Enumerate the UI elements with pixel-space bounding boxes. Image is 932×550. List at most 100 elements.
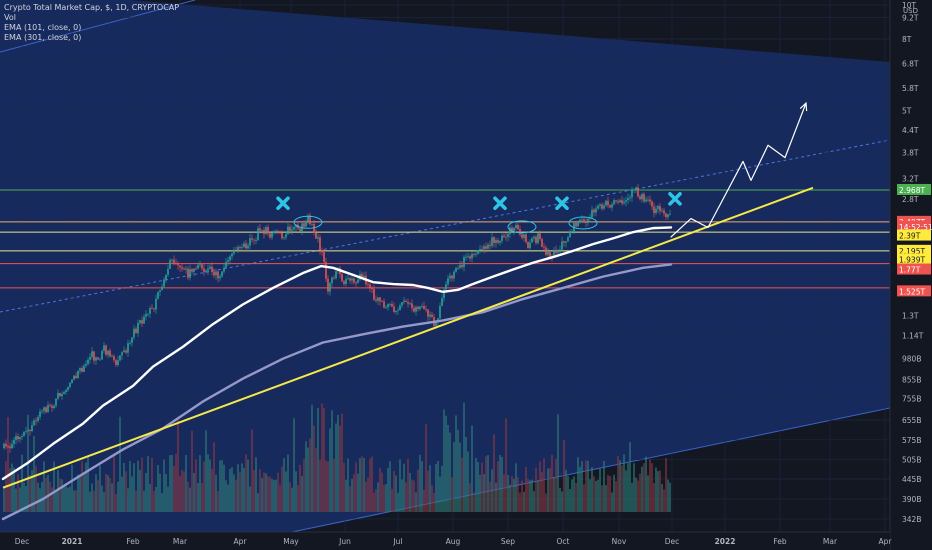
volume-bar	[269, 476, 271, 512]
volume-bar	[217, 491, 219, 512]
candle-body	[95, 357, 97, 361]
candle-body	[627, 198, 629, 201]
candle-body	[139, 320, 141, 323]
volume-bar	[293, 418, 295, 512]
horizontal-levels[interactable]	[0, 189, 890, 289]
candle-body	[161, 286, 163, 291]
price-badge[interactable]	[897, 285, 931, 297]
candle-body	[141, 320, 143, 324]
volume-bar	[185, 455, 187, 512]
marker-x-icon-2[interactable]	[555, 196, 569, 211]
volume-bar	[525, 466, 527, 512]
volume-bar	[471, 425, 473, 512]
y-tick-label: 8T	[902, 35, 912, 44]
volume-bar	[273, 480, 275, 512]
price-badge[interactable]	[897, 253, 931, 265]
candle-body	[221, 271, 223, 277]
marker-x-icon-0[interactable]	[276, 196, 290, 211]
symbol-title[interactable]: Crypto Total Market Cap, $, 1D, CRYPTOCA…	[4, 3, 180, 12]
candle-body	[569, 231, 571, 238]
candle-body	[319, 237, 321, 251]
candle-body	[169, 260, 171, 269]
candle-body	[37, 417, 39, 421]
candle-body	[101, 350, 103, 360]
candle-body	[173, 259, 175, 264]
candle-body	[623, 201, 625, 204]
marker-x-icon-1[interactable]	[493, 196, 507, 211]
volume-bar	[225, 480, 227, 512]
volume-bar	[105, 474, 107, 512]
y-tick-label: 2.8T	[902, 195, 919, 204]
volume-bar	[341, 413, 343, 512]
volume-bar	[409, 472, 411, 512]
volume-bar	[385, 484, 387, 512]
candle-body	[497, 240, 499, 243]
volume-bar	[221, 460, 223, 512]
price-badge[interactable]	[897, 220, 931, 232]
candle-body	[9, 446, 11, 449]
volume-bar	[199, 455, 201, 512]
volume-bar	[543, 458, 545, 512]
candle-body	[351, 278, 353, 281]
price-badge[interactable]	[897, 263, 931, 275]
candle-body	[153, 308, 155, 310]
candle-body	[491, 237, 493, 246]
candle-body	[43, 407, 45, 411]
candle-body	[27, 429, 29, 432]
candle-body	[203, 268, 205, 272]
trendline[interactable]	[2, 186, 814, 489]
highlight-ellipse-2[interactable]	[568, 216, 598, 230]
candle-body	[233, 249, 235, 254]
y-tick-label: 6.8T	[902, 60, 919, 69]
volume-bar	[585, 460, 587, 512]
candle-body	[209, 266, 211, 269]
price-badge[interactable]	[897, 183, 931, 195]
legend-ema-301[interactable]: EMA (301, close, 0)	[4, 33, 82, 42]
candle-body	[435, 322, 437, 326]
x-tick-label: May	[283, 537, 299, 546]
volume-bar	[631, 482, 633, 512]
x-axis[interactable]: Dec 2021 Feb Mar Apr May Jun Jul Aug Sep Oct Nov Dec…	[0, 531, 892, 550]
highlight-ellipse-0[interactable]	[293, 215, 323, 229]
highlight-ellipse-1[interactable]	[507, 220, 537, 234]
x-tick-label: 2022	[715, 537, 736, 546]
volume-bar	[389, 461, 391, 512]
x-tick-label: Feb	[126, 537, 140, 546]
volume-bar	[257, 493, 259, 512]
candle-body	[543, 246, 545, 248]
drawings[interactable]	[2, 101, 814, 489]
volume-bar	[209, 459, 211, 512]
volume-bar	[551, 454, 553, 512]
y-axis-unit: USD	[903, 7, 918, 15]
volume-bar	[663, 489, 665, 512]
candle-body	[395, 310, 397, 312]
volume-bar	[565, 469, 567, 512]
candle-body	[131, 337, 133, 343]
candle-body	[527, 241, 529, 249]
marker-x-icon-3[interactable]	[668, 192, 682, 206]
price-badge[interactable]	[897, 244, 931, 256]
volume-bar	[9, 468, 11, 512]
candle-body	[507, 234, 509, 237]
volume-bar	[599, 468, 601, 512]
legend-ema-101[interactable]: EMA (101, close, 0)	[4, 23, 82, 32]
volume-bar	[141, 457, 143, 512]
volume-bar	[123, 463, 125, 512]
volume-bar	[285, 471, 287, 512]
candle-body	[111, 356, 113, 358]
candle-body	[69, 382, 71, 387]
volume-bar	[229, 468, 231, 512]
candle-body	[201, 264, 203, 269]
volume-bar	[215, 474, 217, 512]
legend-vol[interactable]: Vol	[4, 13, 16, 22]
volume-bar	[423, 489, 425, 512]
candle-body	[375, 299, 377, 301]
volume-bar	[547, 468, 549, 512]
candle-body	[467, 256, 469, 258]
candle-body	[355, 282, 357, 284]
candle-body	[197, 264, 199, 269]
volume-bar	[95, 474, 97, 512]
price-badge[interactable]	[897, 229, 931, 241]
